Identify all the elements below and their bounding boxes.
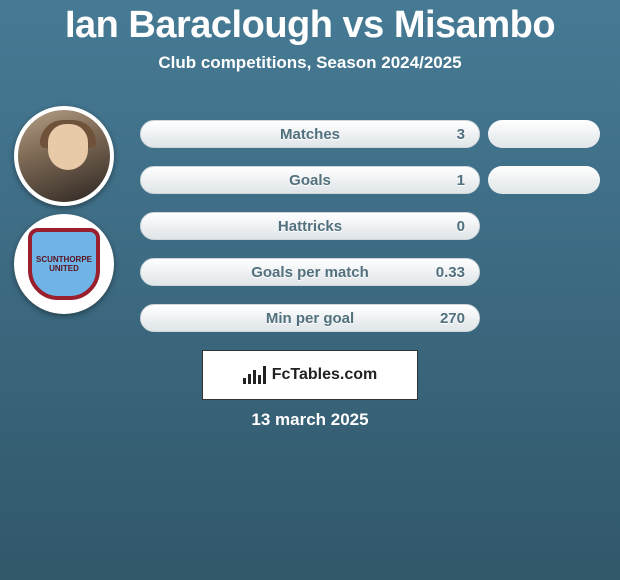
stat-row-hattricks: Hattricks 0: [140, 212, 480, 240]
stat-row-goals: Goals 1: [140, 166, 480, 194]
bar-chart-icon: [243, 366, 266, 384]
bar: [263, 366, 266, 384]
player2-column: [488, 120, 600, 194]
branding-text: FcTables.com: [272, 366, 378, 384]
stat-label: Hattricks: [278, 218, 342, 235]
stat-value: 3: [457, 126, 465, 143]
stat-value: 0.33: [436, 264, 465, 281]
bar: [243, 378, 246, 384]
page-title: Ian Baraclough vs Misambo: [0, 0, 620, 47]
club-badge-text: SCUNTHORPE UNITED: [28, 228, 100, 300]
player1-avatar: [14, 106, 114, 206]
stat-row-gpm: Goals per match 0.33: [140, 258, 480, 286]
stat-label: Goals: [289, 172, 331, 189]
stat-value: 0: [457, 218, 465, 235]
stat-label: Goals per match: [251, 264, 369, 281]
branding-box: FcTables.com: [202, 350, 418, 400]
stat-value: 270: [440, 310, 465, 327]
bar: [248, 374, 251, 384]
player1-club-badge: SCUNTHORPE UNITED: [14, 214, 114, 314]
stat-label: Min per goal: [266, 310, 354, 327]
player2-pill: [488, 166, 600, 194]
stat-row-matches: Matches 3: [140, 120, 480, 148]
stat-row-mpg: Min per goal 270: [140, 304, 480, 332]
date-line: 13 march 2025: [0, 410, 620, 430]
bar: [258, 375, 261, 384]
stat-value: 1: [457, 172, 465, 189]
player2-pill: [488, 120, 600, 148]
stat-label: Matches: [280, 126, 340, 143]
bar: [253, 370, 256, 384]
subtitle: Club competitions, Season 2024/2025: [0, 53, 620, 73]
stats-list: Matches 3 Goals 1 Hattricks 0 Goals per …: [140, 120, 480, 332]
player1-column: SCUNTHORPE UNITED: [8, 106, 120, 314]
